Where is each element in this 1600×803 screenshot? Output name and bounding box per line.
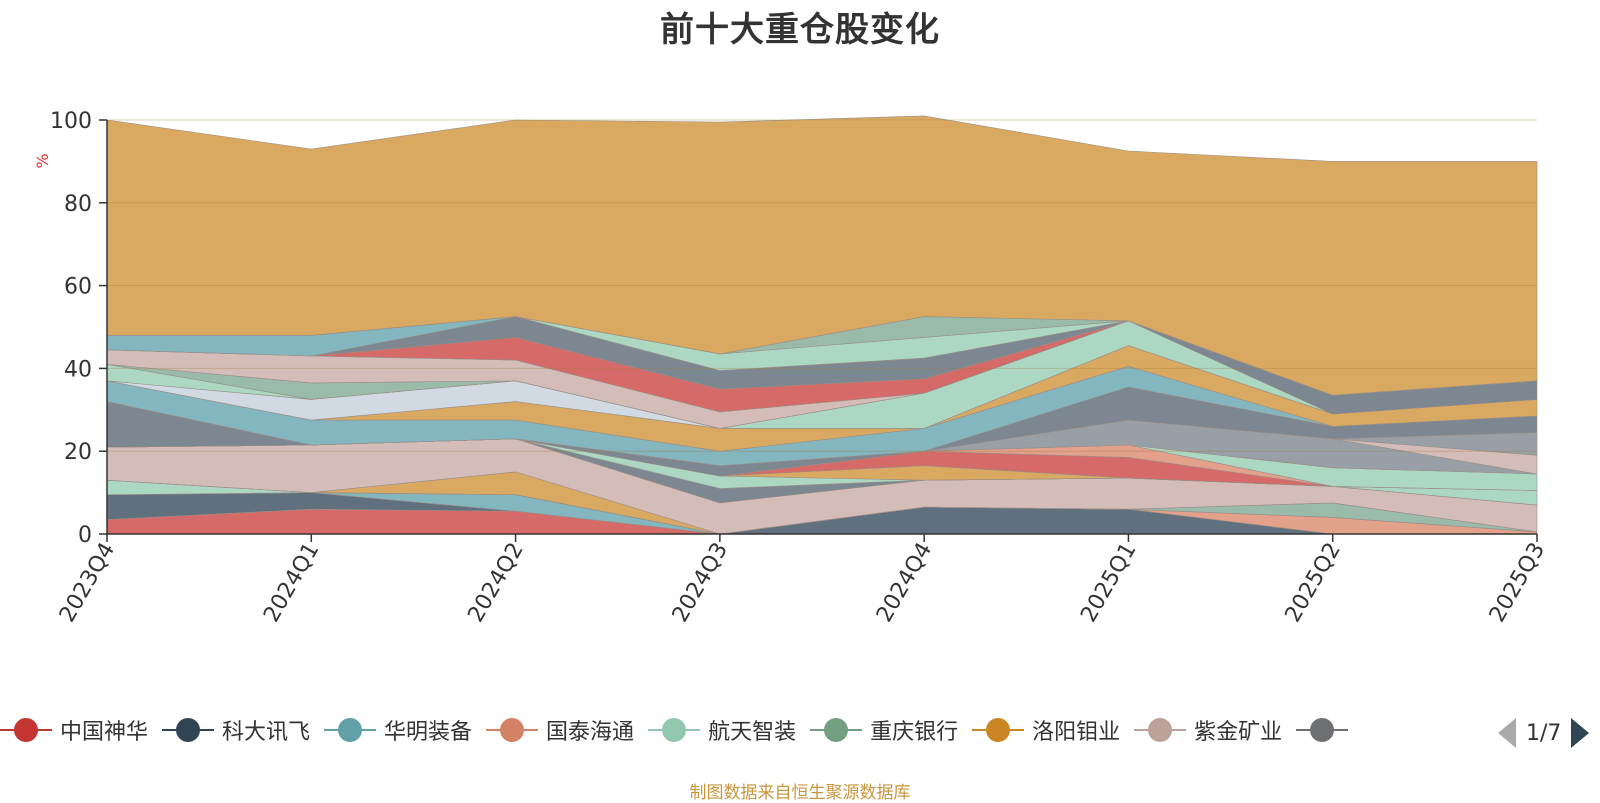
y-ticks: 0 20 40 60 80 100 [50,109,107,548]
y-tick-label: 40 [64,357,92,382]
x-tick-label: 2025Q1 [1076,539,1141,627]
prev-page-icon[interactable] [1498,718,1516,748]
legend-label: 华明装备 [384,720,473,745]
y-tick-label: 20 [64,440,92,465]
next-page-icon[interactable] [1571,718,1590,748]
x-tick-label: 2024Q4 [872,539,937,627]
legend-item[interactable]: 紫金矿业 [1134,712,1282,748]
x-ticks: 2023Q4 2024Q1 2024Q2 2024Q3 2024Q4 2025Q1 2025… [55,534,1550,627]
x-tick-label: 2023Q4 [55,539,120,627]
legend-label: 洛阳钼业 [1032,720,1121,745]
pager-text: 1/7 [1526,720,1562,746]
x-tick-label: 2024Q2 [463,539,528,627]
legend-label: 中国神华 [60,720,149,745]
area-series-30[interactable] [106,115,1538,396]
legend-marker-icon [810,717,863,743]
legend-label: 紫金矿业 [1194,720,1283,745]
legend-marker-icon [324,717,377,743]
legend-pager: 1/7 [1498,716,1590,750]
y-tick-label: 60 [64,275,92,300]
legend-label: 科大讯飞 [222,720,311,745]
legend-label: 重庆银行 [870,720,959,745]
x-tick-label: 2024Q3 [668,539,733,627]
stacked-areas [106,115,1538,535]
legend-item[interactable]: 科大讯飞 [162,712,310,748]
gridlines [107,119,1537,452]
x-tick-label: 2025Q2 [1281,539,1346,627]
legend-marker-icon [648,717,701,743]
legend-marker-icon [1296,717,1349,743]
legend-item[interactable]: 国泰海通 [486,712,634,748]
y-axis-label: % [33,153,52,168]
legend-marker-icon [162,717,215,743]
legend-marker-icon [486,717,539,743]
legend-marker-icon [0,717,52,743]
chart-title: 前十大重仓股变化 [660,10,940,50]
legend-item[interactable]: 重庆银行 [810,712,958,748]
legend-marker-icon [972,717,1025,743]
legend-item[interactable]: 洛阳钼业 [972,712,1120,748]
legend-label: 国泰海通 [546,720,635,745]
legend-item[interactable]: 航天智装 [648,712,796,748]
legend-item[interactable]: 华明装备 [324,712,472,748]
x-tick-label: 2024Q1 [259,539,324,627]
y-tick-label: 100 [50,109,92,134]
legend-marker-icon [1134,717,1187,743]
y-tick-label: 0 [78,523,92,548]
legend-item[interactable]: 中国神华 [0,712,148,748]
y-tick-label: 80 [64,192,92,217]
legend-item[interactable] [1296,712,1356,748]
legend-label: 航天智装 [708,720,797,745]
legend: 中国神华 科大讯飞 华明装备 国泰海通 航天智装 重庆银行 洛阳钼业 紫金矿业 [0,712,1470,748]
x-tick-label: 2025Q3 [1485,539,1550,627]
source-footer: 制图数据来自恒生聚源数据库 [689,783,911,803]
axes [106,120,1537,535]
